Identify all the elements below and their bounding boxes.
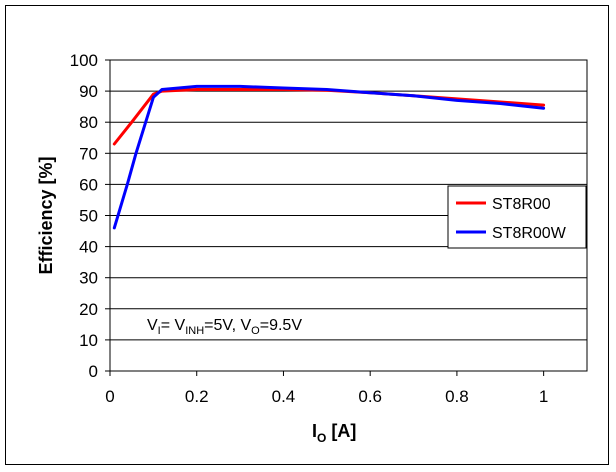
gridlines [110, 59, 587, 372]
series-lines [112, 84, 546, 230]
legend-label: ST8R00 [492, 196, 551, 213]
y-axis-title: Efficiency [%] [36, 156, 56, 274]
y-tick-label: 70 [79, 144, 98, 163]
legend-label: ST8R00W [492, 225, 567, 242]
legend: ST8R00 ST8R00W [447, 185, 587, 249]
x-axis-title-subscript: O [317, 431, 326, 445]
legend-box [447, 185, 587, 249]
x-axis-title-main: I [312, 421, 317, 441]
y-tick-label: 40 [79, 238, 98, 257]
x-tick-label: 0.6 [358, 387, 382, 406]
annotation-part: =5V, V [204, 317, 251, 334]
annotation-part: = V [161, 317, 186, 334]
x-axis-title: IO [A] [312, 421, 356, 445]
annotation-part: O [251, 325, 260, 337]
annotation-part: INH [185, 325, 204, 337]
conditions-annotation: VI= VINH=5V, VO=9.5V [147, 317, 302, 337]
y-tick-label: 80 [79, 113, 98, 132]
y-tick-label: 90 [79, 82, 98, 101]
y-tick-label: 20 [79, 300, 98, 319]
x-tick-label: 0.4 [272, 387, 296, 406]
x-axis-title-suffix: [A] [326, 421, 356, 441]
y-tick-label: 60 [79, 175, 98, 194]
x-tick-label: 0.8 [445, 387, 469, 406]
x-tick-label: 0.2 [185, 387, 209, 406]
y-tick-label: 100 [70, 51, 98, 70]
x-tick-label: 0 [105, 387, 114, 406]
x-axis-ticks: 0 0.2 0.4 0.6 0.8 1 [105, 371, 548, 406]
y-axis-ticks: 0 10 20 30 40 50 60 70 80 90 100 [70, 51, 110, 381]
y-tick-label: 10 [79, 331, 98, 350]
series-line-st8r00w [112, 84, 546, 230]
series-line-st8r00 [112, 88, 546, 146]
y-tick-label: 50 [79, 207, 98, 226]
y-tick-label: 30 [79, 269, 98, 288]
annotation-part: I [158, 325, 161, 337]
x-tick-label: 1 [539, 387, 548, 406]
annotation-part: =9.5V [260, 317, 303, 334]
annotation-part: V [147, 317, 158, 334]
y-tick-label: 0 [89, 362, 98, 381]
